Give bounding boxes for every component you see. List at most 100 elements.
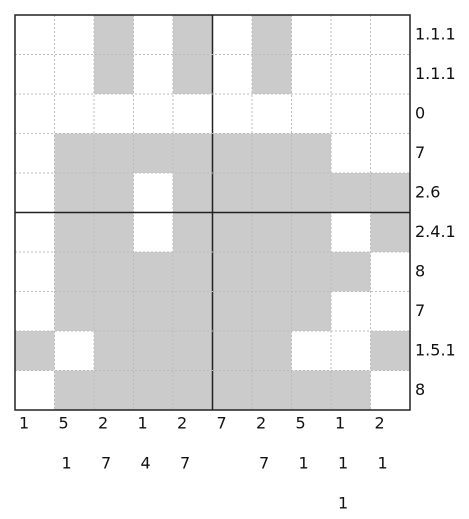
empty-cell[interactable] xyxy=(212,94,253,134)
filled-cell[interactable] xyxy=(212,331,253,371)
filled-cell[interactable] xyxy=(173,331,213,371)
empty-cell[interactable] xyxy=(212,54,253,95)
empty-cell[interactable] xyxy=(331,212,371,253)
filled-cell[interactable] xyxy=(291,252,332,292)
filled-cell[interactable] xyxy=(94,54,134,95)
filled-cell[interactable] xyxy=(173,173,213,213)
filled-cell[interactable] xyxy=(212,370,253,411)
empty-cell[interactable] xyxy=(370,54,411,95)
empty-cell[interactable] xyxy=(331,133,371,174)
empty-cell[interactable] xyxy=(133,94,174,134)
filled-cell[interactable] xyxy=(173,133,213,174)
filled-cell[interactable] xyxy=(15,331,55,371)
filled-cell[interactable] xyxy=(133,370,174,411)
filled-cell[interactable] xyxy=(94,370,134,411)
empty-cell[interactable] xyxy=(15,15,55,55)
empty-cell[interactable] xyxy=(331,331,371,371)
empty-cell[interactable] xyxy=(133,54,174,95)
filled-cell[interactable] xyxy=(252,212,292,253)
filled-cell[interactable] xyxy=(252,173,292,213)
filled-cell[interactable] xyxy=(94,173,134,213)
filled-cell[interactable] xyxy=(291,173,332,213)
empty-cell[interactable] xyxy=(370,94,411,134)
filled-cell[interactable] xyxy=(54,370,95,411)
empty-cell[interactable] xyxy=(15,212,55,253)
filled-cell[interactable] xyxy=(173,15,213,55)
empty-cell[interactable] xyxy=(291,331,332,371)
filled-cell[interactable] xyxy=(173,252,213,292)
empty-cell[interactable] xyxy=(370,15,411,55)
empty-cell[interactable] xyxy=(15,94,55,134)
filled-cell[interactable] xyxy=(54,252,95,292)
filled-cell[interactable] xyxy=(94,133,134,174)
empty-cell[interactable] xyxy=(331,94,371,134)
filled-cell[interactable] xyxy=(133,133,174,174)
empty-cell[interactable] xyxy=(212,15,253,55)
filled-cell[interactable] xyxy=(54,291,95,332)
empty-cell[interactable] xyxy=(370,291,411,332)
filled-cell[interactable] xyxy=(212,173,253,213)
filled-cell[interactable] xyxy=(370,212,411,253)
filled-cell[interactable] xyxy=(331,173,371,213)
empty-cell[interactable] xyxy=(331,291,371,332)
empty-cell[interactable] xyxy=(291,54,332,95)
filled-cell[interactable] xyxy=(133,252,174,292)
filled-cell[interactable] xyxy=(252,331,292,371)
filled-cell[interactable] xyxy=(94,331,134,371)
filled-cell[interactable] xyxy=(54,133,95,174)
empty-cell[interactable] xyxy=(133,173,174,213)
empty-cell[interactable] xyxy=(15,54,55,95)
filled-cell[interactable] xyxy=(291,212,332,253)
filled-cell[interactable] xyxy=(252,252,292,292)
filled-cell[interactable] xyxy=(252,370,292,411)
empty-cell[interactable] xyxy=(54,15,95,55)
empty-cell[interactable] xyxy=(291,94,332,134)
filled-cell[interactable] xyxy=(331,370,371,411)
empty-cell[interactable] xyxy=(54,94,95,134)
empty-cell[interactable] xyxy=(370,252,411,292)
empty-cell[interactable] xyxy=(331,54,371,95)
empty-cell[interactable] xyxy=(133,212,174,253)
filled-cell[interactable] xyxy=(173,370,213,411)
filled-cell[interactable] xyxy=(94,212,134,253)
filled-cell[interactable] xyxy=(54,173,95,213)
filled-cell[interactable] xyxy=(252,15,292,55)
empty-cell[interactable] xyxy=(331,15,371,55)
filled-cell[interactable] xyxy=(331,252,371,292)
filled-cell[interactable] xyxy=(252,54,292,95)
empty-cell[interactable] xyxy=(15,252,55,292)
filled-cell[interactable] xyxy=(212,252,253,292)
filled-cell[interactable] xyxy=(133,331,174,371)
empty-cell[interactable] xyxy=(291,15,332,55)
filled-cell[interactable] xyxy=(173,212,213,253)
empty-cell[interactable] xyxy=(133,15,174,55)
empty-cell[interactable] xyxy=(94,94,134,134)
filled-cell[interactable] xyxy=(173,54,213,95)
empty-cell[interactable] xyxy=(370,133,411,174)
filled-cell[interactable] xyxy=(94,15,134,55)
empty-cell[interactable] xyxy=(15,370,55,411)
filled-cell[interactable] xyxy=(94,291,134,332)
filled-cell[interactable] xyxy=(133,291,174,332)
filled-cell[interactable] xyxy=(252,133,292,174)
empty-cell[interactable] xyxy=(173,94,213,134)
filled-cell[interactable] xyxy=(212,291,253,332)
empty-cell[interactable] xyxy=(370,370,411,411)
empty-cell[interactable] xyxy=(15,133,55,174)
filled-cell[interactable] xyxy=(212,133,253,174)
empty-cell[interactable] xyxy=(252,94,292,134)
empty-cell[interactable] xyxy=(15,173,55,213)
filled-cell[interactable] xyxy=(291,370,332,411)
filled-cell[interactable] xyxy=(370,173,411,213)
filled-cell[interactable] xyxy=(94,252,134,292)
filled-cell[interactable] xyxy=(370,331,411,371)
empty-cell[interactable] xyxy=(54,331,95,371)
filled-cell[interactable] xyxy=(252,291,292,332)
empty-cell[interactable] xyxy=(15,291,55,332)
filled-cell[interactable] xyxy=(54,212,95,253)
filled-cell[interactable] xyxy=(212,212,253,253)
filled-cell[interactable] xyxy=(291,291,332,332)
empty-cell[interactable] xyxy=(54,54,95,95)
filled-cell[interactable] xyxy=(173,291,213,332)
filled-cell[interactable] xyxy=(291,133,332,174)
